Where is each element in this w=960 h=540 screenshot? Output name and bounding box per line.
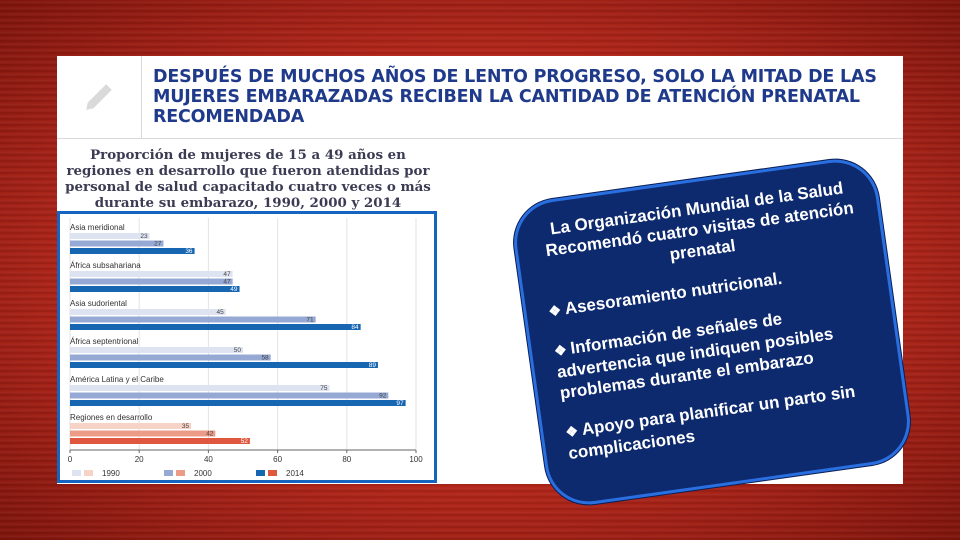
data-label: 71 <box>306 317 314 324</box>
bar <box>70 240 164 247</box>
data-label: 47 <box>223 279 231 286</box>
x-tick-label: 20 <box>135 455 144 464</box>
chart-caption: Proporción de mujeres de 15 a 49 años en… <box>65 147 431 227</box>
x-tick-label: 60 <box>273 455 282 464</box>
data-label: 50 <box>234 347 242 354</box>
data-label: 75 <box>320 385 328 392</box>
data-label: 35 <box>182 423 190 430</box>
legend-swatch <box>176 470 185 476</box>
callout-text: La Organización Mundial de la Salud Reco… <box>536 176 889 464</box>
pencil-icon <box>86 84 112 110</box>
bar <box>70 400 406 406</box>
data-label: 47 <box>223 271 231 278</box>
bar <box>70 347 243 353</box>
diamond-bullet-icon: ❖ <box>547 301 563 320</box>
data-label: 58 <box>261 355 269 362</box>
legend-swatch <box>268 470 277 476</box>
diamond-bullet-icon: ❖ <box>564 422 580 441</box>
bar <box>70 309 226 315</box>
data-label: 92 <box>379 393 387 400</box>
bar <box>70 385 330 391</box>
bar <box>70 392 389 399</box>
bar <box>70 354 271 361</box>
bar <box>70 286 240 292</box>
bar <box>70 233 150 239</box>
category-label: Asia sudoriental <box>70 299 127 308</box>
data-label: 23 <box>140 233 148 240</box>
x-tick-label: 100 <box>409 455 423 464</box>
data-label: 49 <box>230 286 238 293</box>
bar <box>70 423 192 429</box>
data-label: 45 <box>216 309 224 316</box>
legend-swatch <box>72 470 81 476</box>
data-label: 89 <box>369 362 377 369</box>
data-label: 42 <box>206 431 214 438</box>
bar <box>70 316 316 323</box>
category-label: África septentrional <box>70 337 139 346</box>
data-label: 84 <box>351 324 359 331</box>
legend-label: 2000 <box>194 469 212 478</box>
chart-frame: Asia meridional 23 27 36 África subsahariana… <box>57 211 437 483</box>
bar <box>70 278 233 285</box>
category-label: América Latina y el Caribe <box>70 375 164 384</box>
callout-item-text: Asesoramiento nutricional. <box>563 268 784 319</box>
data-label: 97 <box>396 400 404 407</box>
x-tick-label: 0 <box>68 455 73 464</box>
bar <box>70 271 233 277</box>
legend-swatch <box>164 470 173 476</box>
bar-chart: Asia meridional 23 27 36 África subsahariana… <box>68 218 423 478</box>
icon-cell <box>57 56 142 139</box>
bar <box>70 438 250 444</box>
legend-label: 1990 <box>102 469 120 478</box>
data-label: 52 <box>241 438 249 445</box>
legend-label: 2014 <box>286 469 304 478</box>
callout-box: La Organización Mundial de la Salud Reco… <box>508 153 916 511</box>
data-label: 27 <box>154 241 162 248</box>
bar <box>70 248 195 254</box>
data-label: 36 <box>185 248 193 255</box>
legend-swatch <box>256 470 265 476</box>
legend-swatch <box>84 470 93 476</box>
diamond-bullet-icon: ❖ <box>553 341 568 360</box>
slide-title: Después de muchos años de lento progreso… <box>153 67 877 127</box>
category-label: Regiones en desarrollo <box>70 413 153 422</box>
title-cell: Después de muchos años de lento progreso… <box>141 56 903 139</box>
category-label: África subsahariana <box>70 261 141 270</box>
x-tick-label: 80 <box>342 455 351 464</box>
x-tick-label: 40 <box>204 455 213 464</box>
bar <box>70 362 378 368</box>
bar <box>70 430 216 437</box>
category-label: Asia meridional <box>70 223 125 232</box>
bar <box>70 324 361 330</box>
